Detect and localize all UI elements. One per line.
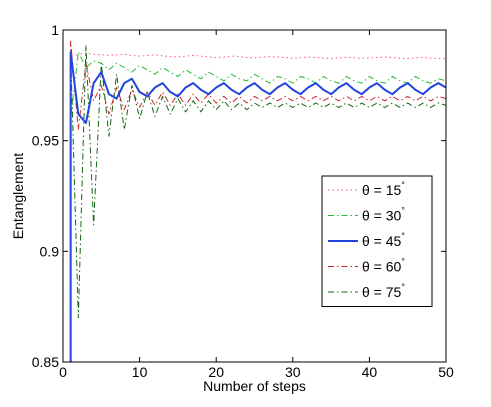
legend-entry-3: θ = 45° xyxy=(328,231,405,249)
legend-label: θ = 15° xyxy=(362,180,405,198)
legend-entry-4: θ = 60° xyxy=(328,257,405,275)
legend-degree: ° xyxy=(401,206,405,216)
x-tick-label: 10 xyxy=(132,364,148,380)
legend-degree: ° xyxy=(401,231,405,241)
series-line-5 xyxy=(70,44,446,362)
ticks-layer: 0 10 20 30 40 50 0.85 0.9 0.95 1 xyxy=(32,22,454,380)
x-tick-label: 40 xyxy=(362,364,378,380)
x-tick-label: 20 xyxy=(208,364,224,380)
legend-label: θ = 30° xyxy=(362,206,405,224)
x-tick-label: 0 xyxy=(59,364,67,380)
y-tick-label: 0.9 xyxy=(40,243,60,259)
legend-degree: ° xyxy=(401,180,405,190)
y-tick-label: 0.85 xyxy=(32,354,59,370)
legend-degree: ° xyxy=(401,282,405,292)
legend-label: θ = 75° xyxy=(362,282,405,300)
legend-degree: ° xyxy=(401,257,405,267)
x-tick-label: 50 xyxy=(438,364,454,380)
legend-entry-2: θ = 30° xyxy=(328,206,405,224)
y-axis-label: Entanglement xyxy=(10,153,26,240)
y-tick-label: 1 xyxy=(51,22,59,38)
series-line-2 xyxy=(70,51,446,362)
plot-frame xyxy=(62,29,447,363)
y-tick-label: 0.95 xyxy=(32,133,59,149)
legend-label: θ = 60° xyxy=(362,257,405,275)
legend-entry-1: θ = 15° xyxy=(328,180,405,198)
series-line-4 xyxy=(70,40,446,362)
series-layer xyxy=(69,40,446,362)
legend-entry-5: θ = 75° xyxy=(328,282,405,300)
legend-label: θ = 45° xyxy=(362,231,405,249)
x-tick-label: 30 xyxy=(285,364,301,380)
series-line-3 xyxy=(69,51,446,362)
legend: θ = 15° θ = 30° θ = 45° θ = 60° θ = 75° xyxy=(321,175,433,307)
x-axis-label: Number of steps xyxy=(203,378,306,394)
